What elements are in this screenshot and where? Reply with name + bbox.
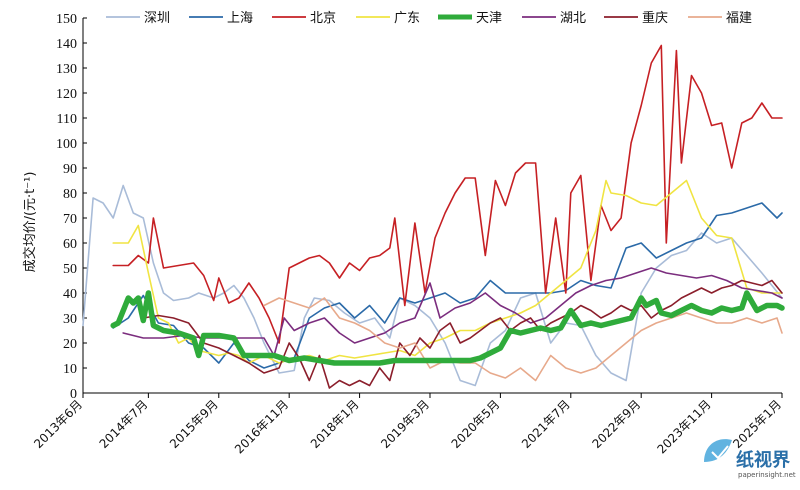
x-tick-label: 2013年6月: [31, 397, 85, 451]
y-tick-label: 80: [63, 187, 77, 202]
y-tick-label: 150: [56, 12, 77, 27]
x-tick-label: 2015年9月: [167, 397, 221, 451]
y-tick-label: 70: [63, 212, 77, 227]
legend-label: 上海: [227, 11, 253, 26]
y-axis-label: 成交均价/(元·t⁻¹): [22, 172, 38, 273]
series-line-湖北: [122, 267, 783, 357]
leaf-logo-check-icon: [711, 445, 729, 460]
y-tick-label: 60: [63, 237, 77, 252]
y-tick-label: 130: [56, 62, 77, 77]
watermark-text: 纸视界: [736, 449, 790, 471]
axes: 0 10 20 30 40 50 60 70 80 90 100 110 120 130 140 150 201…: [31, 12, 784, 456]
x-tick-label: 2014年7月: [97, 397, 151, 451]
legend-label: 福建: [726, 11, 752, 26]
series-line-北京: [112, 44, 783, 344]
legend-label: 天津: [476, 11, 502, 26]
legend-label: 深圳: [144, 11, 170, 26]
series-line-重庆: [142, 279, 783, 389]
legend-label: 重庆: [642, 10, 668, 26]
legend-label: 北京: [310, 11, 336, 26]
y-tick-label: 10: [63, 362, 77, 377]
series-line-福建: [263, 297, 783, 382]
y-tick-label: 50: [63, 262, 77, 277]
y-tick-label: 20: [63, 337, 77, 352]
leaf-logo-icon: [704, 439, 732, 462]
y-tick-label: 100: [56, 137, 77, 152]
y-tick-label: 140: [56, 37, 77, 52]
x-tick-label: 2020年5月: [449, 397, 503, 451]
legend-label: 广东: [394, 11, 420, 26]
y-tick-label: 120: [56, 87, 77, 102]
x-tick-label: 2021年7月: [519, 397, 573, 451]
x-tick-label: 2018年1月: [308, 397, 362, 451]
watermark-url: paperinsight.net: [738, 471, 796, 479]
legend: 深圳 上海 北京 广东 天津 湖北 重庆 福建: [106, 10, 752, 26]
series-line-深圳: [82, 184, 783, 387]
watermark: 纸视界 paperinsight.net: [704, 439, 796, 479]
y-tick-label: 0: [70, 387, 77, 402]
x-tick-label: 2019年3月: [378, 397, 432, 451]
series-lines: [82, 44, 785, 389]
y-tick-label: 30: [63, 312, 77, 327]
x-tick-label: 2022年9月: [589, 397, 643, 451]
x-tick-label: 2016年11月: [232, 397, 291, 456]
y-tick-label: 40: [63, 287, 77, 302]
series-line-上海: [112, 202, 783, 369]
x-tick-label: 2025年1月: [730, 397, 784, 451]
x-tick-label: 2023年11月: [654, 397, 713, 456]
legend-label: 湖北: [560, 11, 586, 26]
y-tick-label: 110: [57, 112, 77, 127]
y-tick-label: 90: [63, 162, 77, 177]
series-line-天津: [110, 290, 785, 366]
